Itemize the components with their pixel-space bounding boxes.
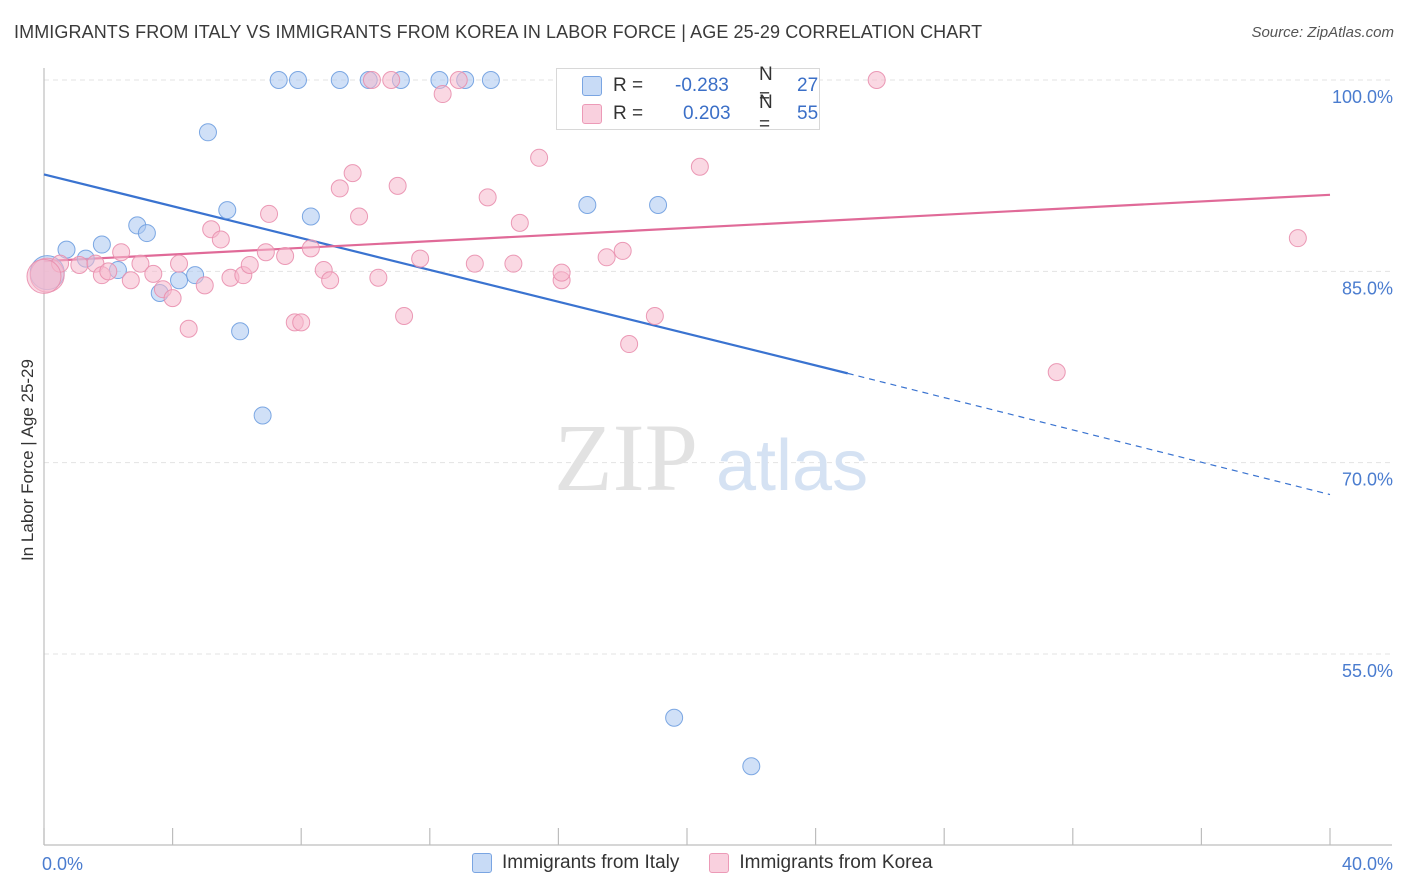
point-italy (288, 71, 307, 89)
point-italy (92, 235, 111, 254)
legend-swatch-korea (709, 853, 730, 873)
point-italy (578, 196, 597, 215)
point-italy (665, 708, 684, 727)
point-korea (1288, 229, 1307, 248)
watermark-atlas: atlas (716, 426, 868, 506)
legend-item-italy[interactable]: Immigrants from Italy (472, 852, 679, 874)
point-korea (530, 148, 549, 167)
point-italy (330, 71, 349, 89)
gridlines (44, 79, 1392, 655)
point-italy (301, 207, 320, 226)
stats-r-label: R = (613, 75, 644, 96)
point-korea (690, 157, 709, 176)
point-korea (449, 71, 468, 89)
stats-n-label: N = (759, 64, 773, 107)
point-korea (620, 335, 639, 354)
data-points (26, 71, 1307, 776)
point-korea (170, 254, 189, 273)
point-korea (867, 71, 886, 89)
point-korea (465, 254, 484, 273)
point-korea (99, 262, 118, 281)
legend-swatch-italy (472, 853, 492, 873)
point-korea (411, 249, 430, 268)
point-korea (121, 271, 140, 290)
source-label: Source: ZipAtlas.com (1251, 24, 1394, 41)
legend-label-italy: Immigrants from Italy (502, 852, 680, 873)
point-korea (1047, 363, 1066, 382)
point-korea (362, 71, 381, 89)
point-italy (481, 71, 500, 89)
legend: Immigrants from Italy Immigrants from Ko… (472, 852, 933, 874)
point-korea (112, 243, 131, 262)
watermark: ZIP atlas (554, 404, 868, 511)
point-italy (742, 757, 761, 776)
trend-line-korea (43, 193, 1331, 263)
point-korea (343, 164, 362, 183)
point-korea (301, 239, 320, 258)
point-korea (131, 254, 150, 273)
point-italy (218, 201, 237, 220)
stats-n-value: 55 (797, 103, 819, 124)
axes (43, 68, 1392, 846)
legend-item-korea[interactable]: Immigrants from Korea (709, 852, 933, 874)
point-korea (260, 204, 279, 223)
trend-line-extension-italy (847, 372, 1331, 496)
point-korea (645, 306, 664, 325)
y-tick-label: 70.0% (1342, 470, 1393, 490)
chart-title: IMMIGRANTS FROM ITALY VS IMMIGRANTS FROM… (14, 22, 983, 42)
stats-box: R = -0.283 N = 27 R = 0.203 N = 55 (556, 64, 820, 135)
point-korea (504, 254, 523, 273)
point-korea (256, 243, 275, 262)
point-italy (253, 406, 272, 425)
y-tick-label: 100.0% (1332, 87, 1393, 107)
point-italy (137, 224, 156, 243)
stats-n-label: N = (759, 92, 773, 135)
point-italy (198, 123, 217, 142)
point-korea (292, 313, 311, 332)
point-korea (276, 247, 295, 266)
point-korea (395, 306, 414, 325)
point-korea (510, 213, 529, 232)
point-korea (240, 255, 259, 274)
point-italy (649, 196, 668, 215)
point-korea (382, 71, 401, 89)
point-korea (195, 276, 214, 295)
stats-r-value: -0.283 (675, 75, 729, 96)
point-korea (211, 230, 230, 249)
point-korea (350, 207, 369, 226)
x-tick-label: 0.0% (42, 854, 83, 874)
stats-swatch-italy (582, 76, 602, 96)
point-korea (70, 255, 89, 274)
y-tick-label: 55.0% (1342, 661, 1393, 681)
point-italy (231, 322, 250, 341)
point-korea (478, 188, 497, 207)
trend-line-italy (43, 173, 849, 375)
point-korea (144, 264, 163, 283)
legend-label-korea: Immigrants from Korea (739, 852, 933, 873)
stats-r-value: 0.203 (683, 103, 731, 124)
y-tick-label: 85.0% (1342, 278, 1393, 298)
point-korea (179, 319, 198, 338)
point-korea (552, 263, 571, 282)
point-korea (26, 258, 62, 294)
point-italy (170, 271, 189, 290)
watermark-zip: ZIP (554, 404, 698, 511)
point-italy (269, 71, 288, 89)
stats-swatch-korea (582, 104, 602, 124)
stats-r-label: R = (613, 103, 644, 124)
point-korea (321, 271, 340, 290)
point-korea (163, 289, 182, 308)
point-korea (433, 85, 452, 104)
x-tick-label: 40.0% (1342, 854, 1393, 874)
stats-n-value: 27 (797, 75, 819, 96)
point-korea (613, 241, 632, 260)
x-tick-labels: 0.0% 40.0% (42, 854, 1393, 874)
point-korea (388, 176, 407, 195)
point-korea (369, 268, 388, 287)
point-korea (330, 179, 349, 198)
y-tick-labels: 100.0% 85.0% 70.0% 55.0% (1332, 87, 1393, 681)
point-korea (597, 248, 616, 267)
